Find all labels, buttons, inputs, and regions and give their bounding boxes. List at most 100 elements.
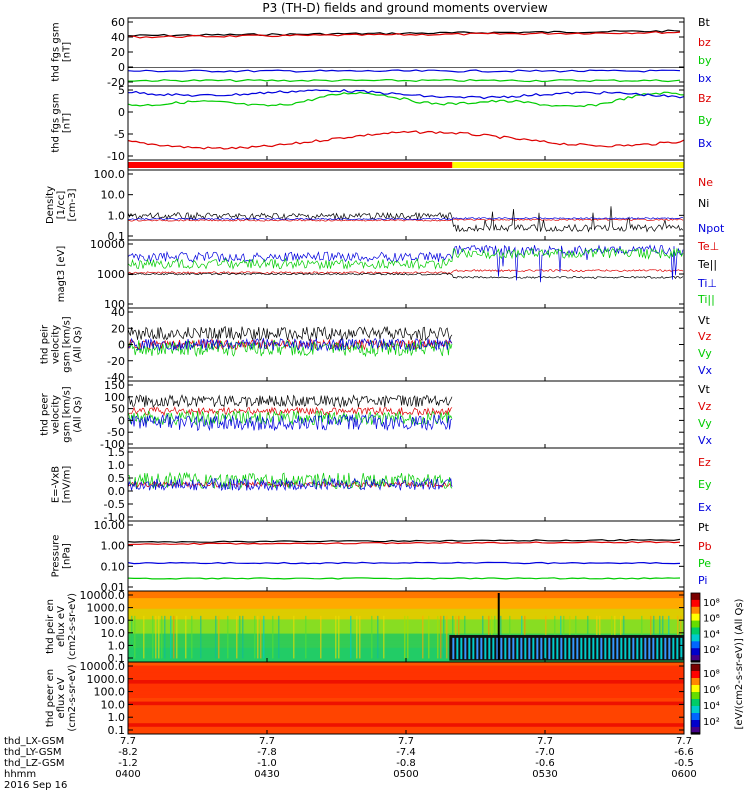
colorbar-step: [691, 699, 700, 702]
colorbar-step: [691, 716, 700, 719]
colorbar: 10⁸ 10⁶ 10⁴ 10² 10⁸ 10⁶ 10⁴ 10² [eV/(cm2-s-sr-eV…: [690, 592, 745, 735]
colorbar-step: [691, 656, 700, 660]
colorbar-step: [691, 643, 700, 646]
spectrogram-stripe: [227, 615, 229, 659]
series-line: [127, 91, 685, 108]
y-tick-label: 1.5: [108, 446, 126, 459]
spectrogram-stripe: [158, 615, 160, 659]
series-line: [127, 577, 681, 580]
spectrogram-stripe: [652, 637, 655, 660]
colorbar-step: [691, 713, 700, 716]
colorbar-step: [691, 598, 700, 601]
series-line: [127, 69, 681, 73]
colorbar-step: [691, 644, 700, 648]
y-axis-label: [nT]: [62, 113, 73, 133]
y-axis-label: [nPa]: [62, 543, 73, 569]
spectrogram-stripe: [152, 615, 154, 659]
colorbar-tick-label: 10²: [703, 645, 720, 656]
spectrogram-stripe: [516, 637, 519, 660]
legend-entry: Vt: [698, 314, 711, 327]
spectrogram-stripe: [356, 615, 358, 659]
colorbar-step: [691, 603, 700, 606]
spectrogram-stripe: [218, 615, 220, 659]
spectrogram-stripe: [272, 615, 274, 659]
spectrogram-band: [128, 676, 684, 681]
y-tick-label: -5: [114, 128, 125, 141]
colorbar-step: [691, 683, 700, 686]
y-tick-label: -40: [107, 371, 125, 384]
spectrogram-stripe: [407, 615, 409, 659]
colorbar-step: [691, 730, 700, 733]
legend-entry: bz: [698, 36, 711, 49]
colorbar-step: [691, 622, 700, 625]
colorbar-frame: [690, 592, 701, 663]
x-tick-label-lz: -1.0: [257, 758, 277, 769]
series-line: [127, 272, 684, 279]
spectrogram-band: [128, 640, 684, 645]
colorbar-step: [691, 660, 700, 663]
spectrogram-stripe: [504, 637, 507, 660]
spectrogram-band: [128, 630, 684, 635]
spectrogram-stripe: [176, 615, 178, 659]
legend-entry: Vy: [698, 347, 712, 360]
colorbar-step: [691, 704, 700, 707]
colorbar-step: [691, 606, 700, 610]
series-line: [127, 561, 681, 565]
colorbar-step: [691, 721, 700, 725]
y-tick-label: 10.0: [101, 627, 126, 640]
legend-entry: Ez: [698, 456, 711, 469]
series-line: [127, 31, 681, 39]
colorbar-step: [691, 658, 700, 661]
series-line: [127, 247, 684, 271]
spectrogram-stripe: [263, 615, 265, 659]
y-tick-label: 1.00: [101, 540, 126, 553]
colorbar-step: [691, 625, 700, 629]
x-tick-label-time: 0530: [532, 769, 557, 780]
spectrogram-stripe: [191, 615, 193, 659]
colorbar-step: [691, 709, 700, 712]
panel-5: 10000 1000 100 magt3 [eV] Te⊥ Te|| Ti⊥ Ti||: [56, 238, 719, 311]
spectrogram-band: [128, 619, 684, 624]
series-line: [127, 337, 453, 352]
y-tick-label: 1.0: [108, 639, 126, 652]
colorbar-step: [691, 664, 700, 667]
y-tick-label: 150: [104, 379, 125, 392]
y-tick-label: 10.00: [94, 519, 126, 532]
y-tick-label: 40: [111, 306, 125, 319]
series-line: [128, 217, 684, 221]
spectrogram-band: [128, 601, 684, 606]
spectrogram-stripe: [488, 637, 491, 660]
colorbar-step: [691, 718, 700, 721]
spectrogram-stripe: [161, 615, 163, 659]
x-tick-label-lx: 7.7: [537, 736, 553, 747]
y-axis-label: E=-VxB: [51, 466, 62, 503]
legend-entry: Te||: [697, 258, 717, 271]
colorbar-tick-label: 10⁶: [703, 614, 720, 625]
y-tick-label: 100.0: [94, 614, 126, 627]
legend-entry: Pb: [698, 540, 712, 553]
colorbar-step: [691, 649, 700, 653]
spectrogram-stripe: [131, 615, 133, 659]
y-axis-label: velocity: [51, 395, 62, 434]
y-tick-label: -20: [107, 76, 125, 89]
legend-entry: Vt: [698, 383, 711, 396]
spectrogram-stripe: [500, 637, 503, 660]
spectrogram-stripe: [636, 637, 639, 660]
y-tick-label: -10: [107, 150, 125, 163]
panel-frame: [127, 520, 685, 592]
spectrogram-stripe: [492, 637, 495, 660]
spectrogram-stripe: [484, 637, 487, 660]
spectrogram-stripe: [260, 615, 262, 659]
colorbar-step: [691, 636, 700, 639]
spectrogram-stripe: [452, 637, 455, 660]
spectrogram-stripe: [548, 637, 551, 660]
spectrogram-stripe: [644, 637, 647, 660]
y-tick-label: -0.5: [104, 498, 125, 511]
spectrogram-band: [128, 665, 684, 670]
spectrogram-stripe: [440, 615, 442, 659]
spectrogram-stripe: [536, 637, 539, 660]
colorbar-step: [691, 679, 700, 683]
y-tick-label: 0.10: [101, 560, 126, 573]
spectrogram-stripe: [528, 637, 531, 660]
